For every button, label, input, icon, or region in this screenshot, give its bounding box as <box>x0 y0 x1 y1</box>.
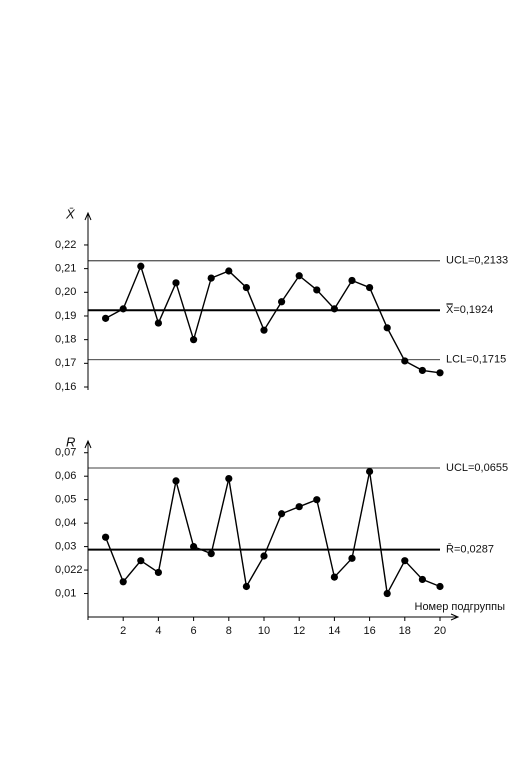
data-point <box>401 357 409 365</box>
x-tick-label: 18 <box>399 625 411 637</box>
data-point <box>225 267 233 275</box>
control-limit-label: UCL=0,0655 <box>446 462 508 474</box>
y-tick-label: 0,18 <box>55 334 76 346</box>
y-tick-label: 0,17 <box>55 357 76 369</box>
data-point <box>102 314 110 322</box>
y-axis-arrow <box>84 439 92 449</box>
center-line-label: R̄=0,0287 <box>446 543 494 556</box>
control-limit-label: LCL=0,1715 <box>446 354 506 366</box>
y-axis-label: R <box>66 434 75 449</box>
data-point <box>278 298 286 306</box>
data-point <box>260 552 268 560</box>
data-point <box>102 533 110 541</box>
data-point <box>295 272 303 280</box>
y-tick-label: 0,20 <box>55 286 76 298</box>
data-point <box>295 503 303 511</box>
x-axis-arrow <box>450 613 460 621</box>
y-tick-label: 0,04 <box>55 517 76 529</box>
control-limit-label: UCL=0,2133 <box>446 255 508 267</box>
data-point <box>154 568 162 577</box>
data-point <box>348 554 356 562</box>
data-point <box>348 276 356 285</box>
x-tick-label: 8 <box>226 625 232 637</box>
x-tick-label: 16 <box>363 625 375 637</box>
x-tick-label: 12 <box>293 625 305 637</box>
y-tick-label: 0,03 <box>55 541 76 553</box>
data-point <box>418 366 426 375</box>
data-point <box>383 324 391 332</box>
data-point <box>401 557 409 565</box>
x-tick-label: 6 <box>191 625 197 637</box>
x-axis-label: Номер подгруппы <box>415 601 506 613</box>
x-tick-label: 14 <box>328 625 340 637</box>
x-tick-label: 4 <box>155 625 161 637</box>
data-point <box>207 274 215 282</box>
data-point <box>190 543 198 551</box>
y-tick-label: 0,22 <box>55 239 76 251</box>
data-point <box>313 496 321 504</box>
data-point <box>330 305 338 313</box>
x-tick-label: 20 <box>434 625 446 637</box>
data-point <box>366 283 374 292</box>
data-line <box>105 264 441 374</box>
data-point <box>137 557 145 565</box>
y-tick-label: 0,19 <box>55 310 76 322</box>
data-point <box>366 467 374 476</box>
y-tick-label: 0,21 <box>55 263 76 275</box>
data-point <box>190 336 198 344</box>
y-axis-label: X̄ <box>65 206 76 221</box>
data-point <box>436 369 444 377</box>
y-tick-label: 0,07 <box>55 447 76 459</box>
data-point <box>242 582 250 591</box>
data-point <box>119 305 127 313</box>
data-point <box>137 262 145 270</box>
y-tick-label: 0,16 <box>55 381 76 393</box>
x-tick-label: 2 <box>120 625 126 637</box>
x-tick-label: 10 <box>258 625 270 637</box>
data-point <box>172 477 180 485</box>
y-tick-label: 0,022 <box>55 564 83 576</box>
y-axis-arrow <box>84 211 92 221</box>
center-line-label: X̿=0,1924 <box>446 303 494 316</box>
data-point <box>242 283 250 292</box>
data-point <box>260 326 268 334</box>
data-point <box>436 582 444 591</box>
data-point <box>207 550 215 558</box>
data-point <box>418 575 426 584</box>
y-tick-label: 0,05 <box>55 494 76 506</box>
data-point <box>383 589 391 598</box>
data-point <box>225 474 233 483</box>
y-tick-label: 0,01 <box>55 587 76 599</box>
y-tick-label: 0,06 <box>55 470 76 482</box>
data-point <box>313 286 321 294</box>
data-point <box>119 578 127 586</box>
data-point <box>278 510 286 518</box>
data-point <box>172 279 180 287</box>
data-line <box>104 471 441 596</box>
data-point <box>154 319 162 327</box>
data-point <box>330 573 338 581</box>
